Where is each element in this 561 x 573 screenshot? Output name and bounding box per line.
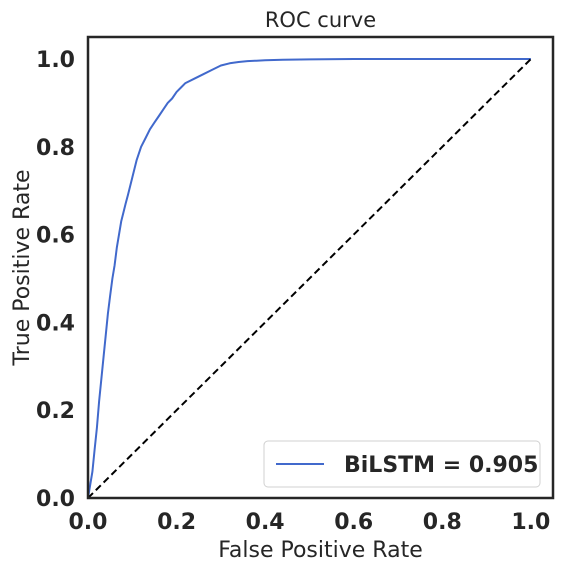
- y-tick-label: 1.0: [36, 48, 75, 73]
- ticks-group: 0.0 0.2 0.4 0.6 0.8 1.0 0.0 0.2 0.4 0.6 0.8 1.0: [36, 48, 550, 535]
- x-tick-label: 1.0: [511, 510, 550, 535]
- x-axis-label: False Positive Rate: [218, 538, 422, 563]
- y-tick-label: 0.8: [36, 136, 75, 161]
- y-axis-label: True Positive Rate: [10, 170, 35, 367]
- roc-curve-line: [88, 58, 531, 498]
- legend: BiLSTM = 0.905: [263, 440, 541, 488]
- x-tick-label: 0.2: [157, 510, 196, 535]
- y-tick-label: 0.4: [36, 311, 75, 336]
- plot-frame: [86, 35, 555, 500]
- plot-area: [88, 58, 532, 498]
- diagonal-reference-line: [88, 58, 532, 498]
- x-tick-label: 0.0: [69, 510, 108, 535]
- x-tick-label: 0.8: [423, 510, 462, 535]
- y-tick-label: 0.6: [36, 224, 75, 249]
- chart-title: ROC curve: [265, 8, 376, 32]
- legend-entry-label: BiLSTM = 0.905: [344, 453, 538, 478]
- legend-box: [263, 440, 541, 488]
- x-tick-label: 0.4: [246, 510, 285, 535]
- y-tick-label: 0.0: [36, 487, 75, 512]
- y-tick-label: 0.2: [36, 399, 75, 424]
- x-tick-label: 0.6: [334, 510, 373, 535]
